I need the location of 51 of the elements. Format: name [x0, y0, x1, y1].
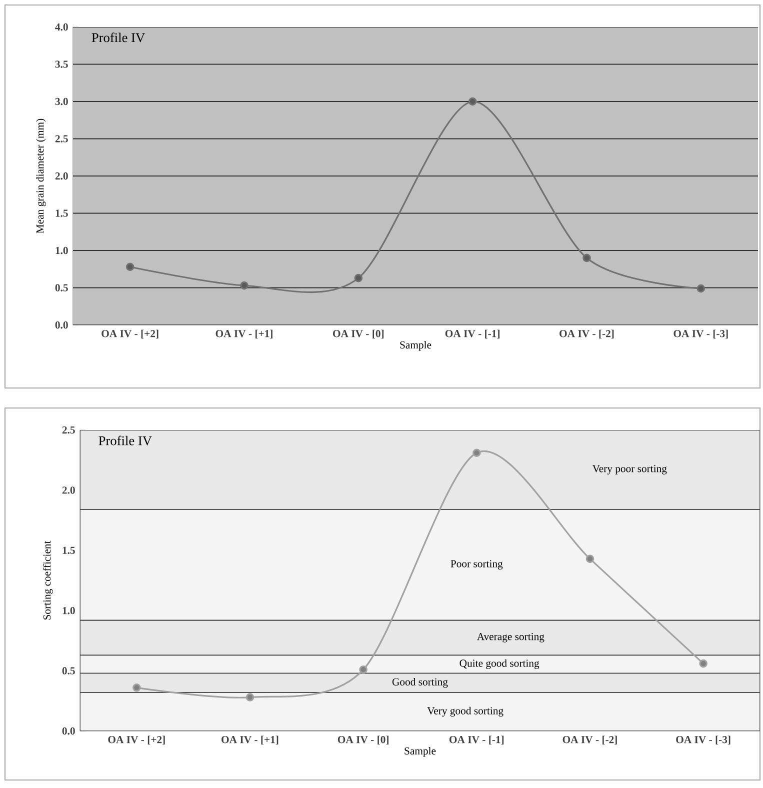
y-tick-label: 3.0 [55, 98, 68, 106]
point [586, 554, 594, 563]
y-tick-label: 0.5 [55, 284, 68, 292]
point [126, 262, 134, 272]
y-tick-label: 2.0 [62, 486, 75, 494]
y-tick-label: 0.0 [55, 321, 68, 329]
point [472, 448, 481, 458]
y-tick-label: 1.0 [56, 246, 68, 254]
chart-title: Profile IV [98, 436, 152, 446]
x-tick-label: OA IV - [-1] [449, 736, 504, 745]
x-tick-label: OA IV - [+2] [108, 736, 165, 745]
point [132, 684, 141, 692]
chart-title: Profile IV [92, 32, 145, 42]
y-axis-title: Sorting coefficient [42, 540, 53, 620]
y-tick-label: 1.0 [62, 606, 75, 614]
y-tick-label: 4.0 [55, 23, 68, 31]
x-tick-label: OA IV - [0] [333, 330, 384, 339]
x-axis-title: Sample [404, 747, 436, 757]
y-tick-label: 1.5 [62, 546, 75, 554]
y-tick-label: 2.5 [55, 135, 68, 142]
band-label: Very good sorting [427, 706, 504, 717]
x-tick-label: OA IV - [-1] [445, 330, 500, 339]
point [240, 281, 248, 290]
y-tick-label: 0.5 [62, 667, 75, 674]
point [359, 665, 368, 674]
y-tick-label: 3.5 [55, 60, 68, 68]
x-axis-title: Sample [400, 341, 432, 351]
x-tick-label: OA IV - [0] [338, 736, 388, 745]
point [582, 254, 591, 262]
band-label: Good sorting [392, 678, 448, 688]
x-tick-label: OA IV - [+2] [102, 330, 158, 339]
x-tick-label: OA IV - [-3] [676, 736, 730, 745]
y-axis-title: Mean grain diameter (mm) [36, 118, 46, 234]
x-tick-label: OA IV - [+1] [222, 736, 278, 745]
x-tick-label: OA IV - [-3] [674, 330, 728, 339]
y-tick-label: 1.5 [56, 210, 68, 217]
band-label: Poor sorting [450, 560, 503, 570]
point [246, 693, 254, 702]
point [468, 97, 477, 106]
band-label: Quite good sorting [460, 659, 540, 670]
y-tick-label: 0.0 [62, 727, 75, 735]
y-tick-label: 2.5 [62, 426, 75, 434]
point [699, 659, 708, 668]
x-tick-label: OA IV - [-2] [560, 330, 614, 339]
point [696, 284, 706, 293]
band-label: Average sorting [476, 632, 544, 642]
band-label: Very poor sorting [592, 465, 667, 474]
y-tick-label: 2.0 [55, 172, 68, 180]
x-tick-label: OA IV - [+1] [216, 330, 272, 339]
point [354, 274, 363, 282]
x-tick-label: OA IV - [-2] [562, 736, 617, 745]
